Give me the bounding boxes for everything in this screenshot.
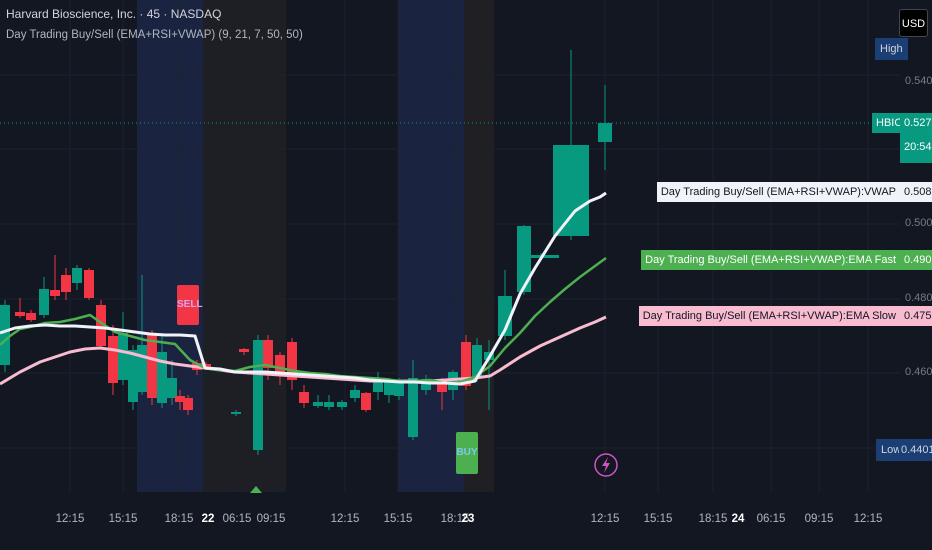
ema-slow-label-value: 0.4753: [900, 306, 932, 326]
buy-marker-triangle: [250, 486, 262, 493]
candle-body: [26, 313, 36, 320]
time-axis-label: 09:15: [804, 513, 834, 525]
candle-body: [39, 289, 49, 315]
time-axis-label: 09:15: [256, 513, 286, 525]
time-axis-label: 24: [731, 513, 745, 525]
current-price-tag: 0.5271: [900, 113, 932, 133]
candle-body: [175, 396, 185, 402]
ema-fast-label-name: Day Trading Buy/Sell (EMA+RSI+VWAP):EMA …: [641, 250, 900, 270]
candle-body: [183, 398, 193, 410]
time-axis-label: 12:15: [55, 513, 85, 525]
candle-body: [167, 378, 177, 398]
candle-body: [72, 268, 82, 283]
candle-body: [275, 355, 285, 375]
candle-body: [0, 305, 10, 365]
candle-body: [147, 335, 157, 398]
time-axis-label: 12:15: [330, 513, 360, 525]
session-band-pre: [464, 0, 494, 492]
candle-body: [421, 379, 431, 390]
candle-body: [50, 290, 60, 296]
current-symbol-tag: HBIO: [872, 113, 907, 133]
candle-body: [287, 342, 297, 380]
candle-body: [313, 402, 323, 406]
time-axis-label: 18:15: [698, 513, 728, 525]
time-axis-label: 12:15: [853, 513, 883, 525]
session-band-extended: [398, 0, 464, 492]
candle-body: [373, 378, 383, 392]
candle-body: [253, 340, 263, 450]
time-gridlines: [69, 0, 869, 492]
ema-fast-label-value: 0.4907: [900, 250, 932, 270]
candle-body: [448, 372, 458, 390]
time-axis-label: 12:15: [590, 513, 620, 525]
lightning-icon[interactable]: [594, 453, 618, 477]
candle-body: [61, 275, 71, 292]
candle-body: [394, 381, 404, 396]
candle-body: [553, 145, 589, 236]
candles: [0, 50, 612, 455]
candle-body: [337, 402, 347, 407]
candle-body: [157, 352, 167, 403]
vwap-label-name: Day Trading Buy/Sell (EMA+RSI+VWAP):VWAP: [656, 182, 900, 202]
high-price-tag: High: [875, 38, 908, 60]
candle-body: [461, 342, 471, 386]
time-axis-label: 22: [201, 513, 215, 525]
candle-body: [15, 312, 25, 316]
candle-body: [118, 333, 128, 380]
candle-body: [517, 226, 531, 292]
candle-body: [472, 345, 482, 378]
candle-body: [299, 392, 309, 403]
candle-body: [384, 381, 394, 395]
candle-body: [128, 350, 138, 402]
low-price-value: 0.4401: [899, 439, 932, 461]
candle-body: [498, 296, 512, 336]
vwap-label-value: 0.5082: [900, 182, 932, 202]
buy-signal-label: BUY: [456, 432, 478, 474]
time-axis-label: 15:15: [383, 513, 413, 525]
currency-button[interactable]: USD: [899, 9, 928, 37]
candle-body: [361, 393, 371, 410]
candle-body: [201, 364, 211, 367]
ema-slow-line: [0, 315, 607, 386]
candle-body: [263, 340, 273, 368]
time-axis-label: 15:15: [108, 513, 138, 525]
indicator-title[interactable]: Day Trading Buy/Sell (EMA+RSI+VWAP) (9, …: [6, 29, 303, 41]
vwap-line: [0, 191, 607, 386]
time-axis-label: 15:15: [643, 513, 673, 525]
session-band-extended: [137, 0, 203, 492]
time-axis-label: 23: [461, 513, 475, 525]
ema-slow-label-name: Day Trading Buy/Sell (EMA+RSI+VWAP):EMA …: [638, 306, 900, 326]
candle-body: [239, 349, 249, 352]
price-axis-label: 0.4600: [905, 366, 932, 378]
time-axis-label: 18:15: [440, 513, 470, 525]
time-axis-label: 06:15: [222, 513, 252, 525]
candle-body: [350, 390, 360, 398]
candle-body: [84, 270, 94, 298]
candle-body: [96, 305, 106, 346]
candle-body: [408, 378, 418, 437]
candle-body: [231, 412, 241, 414]
candle-body: [598, 123, 612, 142]
candle-body: [324, 402, 334, 407]
low-price-tag: Low: [876, 439, 907, 461]
ema-fast-line: [0, 256, 607, 385]
sell-signal-label: SELL: [177, 285, 203, 325]
symbol-title[interactable]: Harvard Bioscience, Inc. · 45 · NASDAQ: [6, 7, 222, 21]
session-band-pre: [203, 0, 286, 492]
bar-countdown: 20:54: [900, 133, 932, 163]
time-axis-label: 06:15: [756, 513, 786, 525]
candle-body: [137, 345, 147, 392]
candle-body: [437, 380, 447, 392]
time-axis-label: 18:15: [164, 513, 194, 525]
candle-body: [108, 336, 118, 383]
